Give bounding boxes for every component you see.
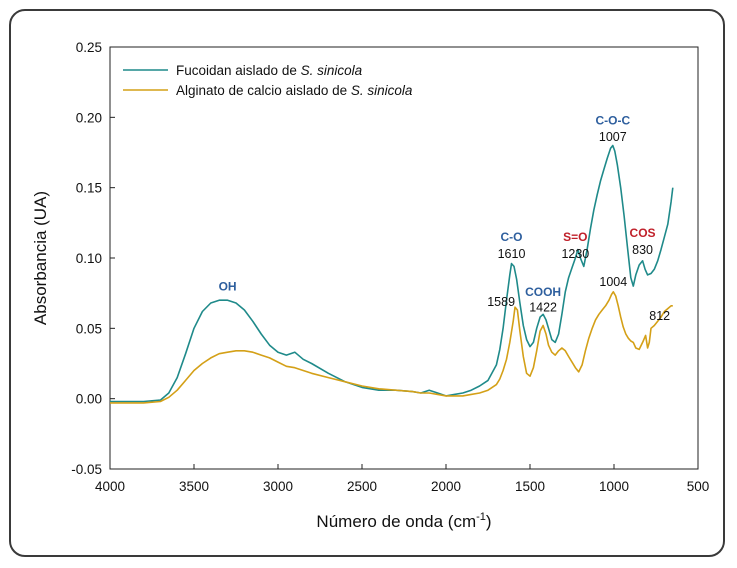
y-tick-label: 0.15 (76, 181, 102, 196)
x-tick-label: 1500 (515, 479, 545, 494)
legend: Fucoidan aislado de S. sinicola Alginato… (123, 63, 413, 98)
y-tick-label: 0.05 (76, 321, 102, 336)
annotation-group-label: COOH (525, 285, 561, 299)
x-tick-label: 1000 (599, 479, 629, 494)
annotation-wavenumber-label: 812 (649, 309, 670, 323)
y-tick-label: -0.05 (71, 462, 102, 477)
y-tick-label: 0.20 (76, 110, 102, 125)
annotation-wavenumber-label: 1589 (487, 295, 515, 309)
annotation-group-label: C-O-C (595, 113, 630, 127)
x-tick-label: 500 (687, 479, 710, 494)
x-tick-label: 3500 (179, 479, 209, 494)
chart-frame (9, 9, 725, 557)
annotation-group-label: C-O (501, 230, 523, 244)
annotation-wavenumber-label: 1004 (599, 275, 627, 289)
y-tick-label: 0.25 (76, 40, 102, 55)
annotation-wavenumber-label: 1422 (529, 300, 557, 314)
x-tick-label: 4000 (95, 479, 125, 494)
legend-label-alginato: Alginato de calcio aislado de S. sinicol… (176, 83, 413, 98)
y-tick-label: 0.00 (76, 392, 102, 407)
series-alginato-line (110, 291, 673, 404)
y-axis-title: Absorbancia (UA) (31, 191, 50, 325)
plot-area (109, 46, 699, 470)
legend-label-fucoidan: Fucoidan aislado de S. sinicola (176, 63, 363, 78)
x-axis-title: Número de onda (cm-1) (316, 511, 491, 531)
annotation-wavenumber-label: 1007 (599, 130, 627, 144)
annotation-wavenumber-label: 1230 (561, 247, 589, 261)
annotation-wavenumber-label: 830 (632, 243, 653, 257)
x-tick-label: 2500 (347, 479, 377, 494)
annotation-wavenumber-label: 1610 (498, 247, 526, 261)
x-tick-label: 3000 (263, 479, 293, 494)
x-tick-label: 2000 (431, 479, 461, 494)
series-fucoidan-line (110, 144, 674, 403)
y-tick-label: 0.10 (76, 251, 102, 266)
annotation-group-label: COS (630, 226, 656, 240)
annotation-group-label: OH (219, 279, 237, 293)
annotation-group-label: S=O (563, 230, 587, 244)
